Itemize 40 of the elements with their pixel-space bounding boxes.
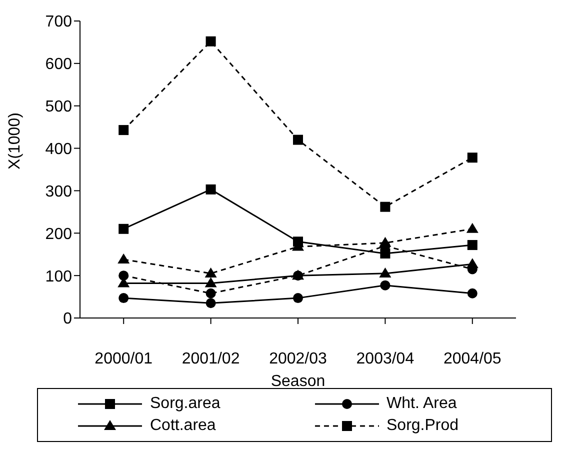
y-tick-label: 500 [45,98,72,116]
point [118,125,129,136]
point [380,280,390,290]
point [380,202,390,212]
x-tick-label: 2004/05 [443,350,502,368]
y-tick-label: 100 [45,268,72,286]
point [204,267,217,278]
point [467,240,478,250]
point [379,267,392,278]
point [118,293,129,304]
point [206,298,216,308]
point [466,222,478,233]
legend-label: Wht. Area [386,395,457,413]
x-tick-label: 2000/01 [94,350,153,368]
legend-label: Cott.area [150,417,216,435]
y-tick-label: 700 [45,14,72,31]
y-tick-label: 400 [45,140,72,158]
y-tick-label: 200 [45,226,72,243]
point [467,152,478,163]
point [379,236,392,247]
y-tick-label: 300 [45,183,72,200]
point [118,270,129,281]
y-axis-title: X(1000) [6,112,24,170]
point [293,293,303,304]
y-tick-label: 600 [45,56,72,74]
point [118,224,129,234]
legend-label: Sorg.area [150,395,220,413]
point [204,277,217,288]
point [206,36,216,46]
point [206,184,216,194]
legend-label: Sorg.Prod [386,417,459,435]
point [118,253,130,264]
x-axis-title: Season [270,373,326,390]
point [293,134,303,145]
x-tick-label: 2001/02 [182,350,240,368]
x-tick-label: 2002/03 [269,350,328,368]
point [206,288,216,298]
y-tick-label: 0 [63,310,72,328]
x-tick-label: 2003/04 [356,350,414,368]
point [467,288,478,298]
